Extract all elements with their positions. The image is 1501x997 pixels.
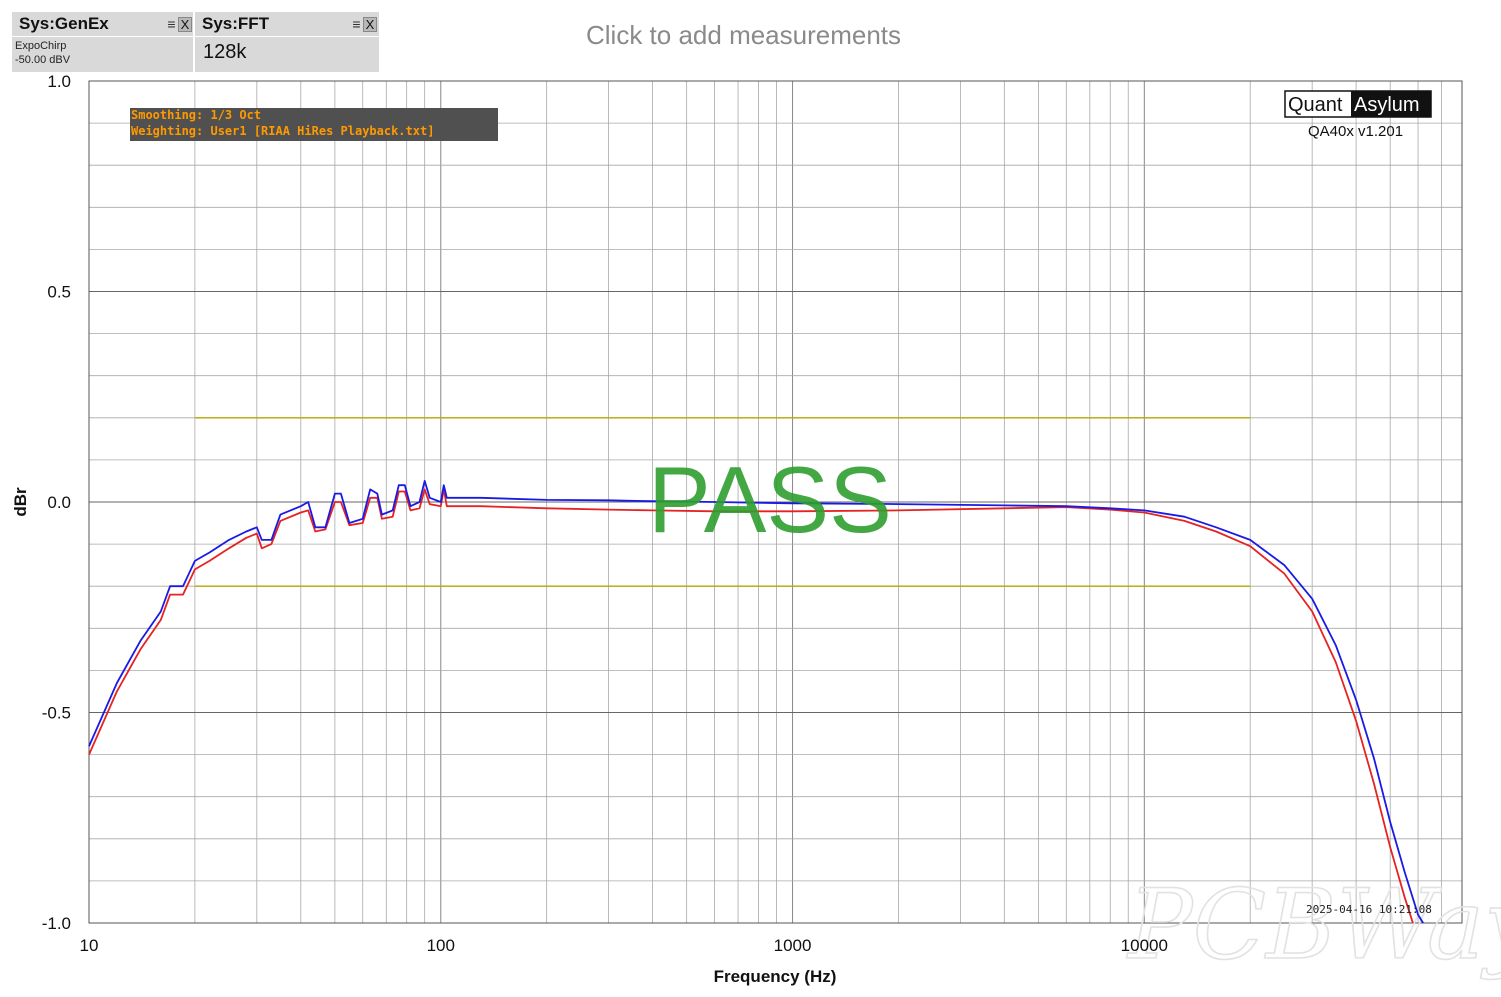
y-tick-label: -1.0 [42, 914, 71, 933]
y-tick-label: 0.0 [47, 493, 71, 512]
logo-asylum: Asylum [1354, 94, 1420, 116]
tile-divider [12, 36, 193, 37]
pass-verdict: PASS [648, 447, 892, 552]
settings-box: Smoothing: 1/3 Oct Weighting: User1 [RIA… [130, 108, 498, 141]
x-tick-label: 10 [80, 936, 99, 955]
quantasylum-logo: Quant Asylum QA40x v1.201 [1284, 90, 1432, 140]
tile-divider [195, 36, 379, 37]
add-measurements-link[interactable]: Click to add measurements [586, 20, 902, 50]
x-axis-ticks: 10 100 1000 10000 [80, 936, 1168, 955]
series-lines [88, 480, 1424, 924]
x-tick-label: 1000 [774, 936, 812, 955]
series-line [88, 488, 1414, 924]
smoothing-label: Smoothing: 1/3 Oct [131, 108, 261, 122]
y-axis-label: dBr [11, 487, 30, 517]
settings-box-bg [130, 108, 498, 141]
menu-icon[interactable]: ≡ [167, 16, 176, 32]
y-tick-label: -0.5 [42, 704, 71, 723]
y-axis-ticks: 1.0 0.5 0.0 -0.5 -1.0 [42, 72, 71, 933]
x-tick-label: 10000 [1121, 936, 1168, 955]
y-tick-label: 1.0 [47, 72, 71, 91]
watermark-pcbway: PCBWay [1126, 869, 1501, 981]
close-icon[interactable]: X [363, 17, 377, 32]
logo-quant: Quant [1288, 94, 1343, 116]
logo-dark-block [1351, 91, 1431, 117]
plot-frame [88, 80, 1463, 924]
x-axis-label: Frequency (Hz) [714, 967, 837, 986]
fft-size-value: 128k [203, 41, 247, 63]
series-line [88, 480, 1424, 924]
y-tick-label: 0.5 [47, 283, 71, 302]
software-version: QA40x v1.201 [1308, 123, 1403, 140]
fft-tile-title[interactable]: Sys:FFT [202, 14, 270, 33]
generator-level: -50.00 dBV [15, 54, 71, 66]
limit-lines [194, 417, 1251, 587]
close-icon[interactable]: X [178, 17, 192, 32]
menu-icon[interactable]: ≡ [352, 16, 361, 32]
generator-type: ExpoChirp [15, 40, 67, 52]
generator-tile[interactable]: Sys:GenEx ≡ X ExpoChirp -50.00 dBV [12, 12, 194, 72]
fft-tile[interactable]: Sys:FFT ≡ X 128k [195, 12, 380, 72]
generator-tile-title[interactable]: Sys:GenEx [19, 14, 109, 33]
x-tick-label: 100 [427, 936, 455, 955]
weighting-label: Weighting: User1 [RIAA HiRes Playback.tx… [131, 124, 434, 138]
timestamp: 2025-04-16 10:21:08 [1306, 903, 1432, 916]
